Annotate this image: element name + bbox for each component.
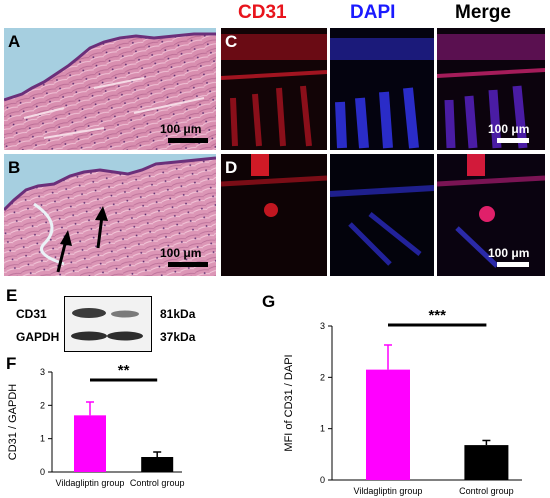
scalebar-c [497, 138, 529, 143]
fluor-merge-c [437, 28, 545, 150]
bar-chart-f: 0 1 2 3 CD31 / GAPDH Vildagliptin group Contro… [7, 362, 185, 488]
y-tick-label: 0 [40, 467, 45, 477]
y-tick-label: 1 [320, 424, 325, 434]
panel-label-d: D [225, 158, 238, 177]
scalebar-label-b: 100 μm [160, 246, 202, 260]
y-tick-label: 0 [320, 475, 325, 485]
wb-size-cd31: 81kDa [160, 307, 196, 321]
bar [464, 445, 509, 480]
y-tick-label: 3 [320, 321, 325, 331]
bar [141, 457, 174, 472]
scalebar-b [168, 262, 208, 267]
panel-label-f: F [6, 354, 17, 373]
western-blot-membrane [64, 296, 152, 352]
he-image-a [4, 28, 216, 150]
wb-size-gapdh: 37kDa [160, 330, 196, 344]
fluor-dapi-c [330, 28, 434, 150]
panel-label-c: C [225, 32, 238, 51]
wb-protein-gapdh: GAPDH [16, 330, 60, 344]
fluor-cd31-d [221, 154, 327, 276]
y-tick-label: 3 [40, 367, 45, 377]
x-tick-label: Control group [130, 478, 185, 488]
scalebar-d [497, 262, 529, 267]
fluor-cd31-c [221, 28, 327, 150]
x-tick-label: Vildagliptin group [354, 486, 423, 496]
significance-marker: *** [428, 307, 446, 324]
wb-protein-cd31: CD31 [16, 307, 47, 321]
x-tick-label: Control group [459, 486, 514, 496]
header-cd31: CD31 [238, 2, 287, 23]
he-image-b [4, 154, 216, 276]
header-dapi: DAPI [350, 2, 396, 23]
bar [74, 415, 106, 472]
fluor-merge-d [437, 154, 545, 276]
panel-label-g: G [262, 292, 276, 311]
y-axis-label: MFI of CD31 / DAPI [283, 354, 295, 451]
scalebar-label-c: 100 μm [488, 122, 530, 136]
y-tick-label: 2 [40, 400, 45, 410]
y-tick-label: 1 [40, 434, 45, 444]
bar [366, 369, 410, 480]
x-tick-label: Vildagliptin group [56, 478, 125, 488]
panel-label-e: E [6, 286, 18, 305]
y-axis-label: CD31 / GAPDH [7, 384, 19, 460]
fluor-dapi-d [330, 154, 434, 276]
bar-chart-g: 0 1 2 3 MFI of CD31 / DAPI Vildagliptin group… [283, 307, 522, 496]
scalebar-label-a: 100 μm [160, 122, 202, 136]
panel-label-a: A [8, 32, 21, 51]
scalebar-label-d: 100 μm [488, 246, 530, 260]
arrow-icons [56, 206, 108, 273]
significance-marker: ** [118, 362, 130, 379]
header-merge: Merge [455, 2, 511, 23]
panel-label-b: B [8, 158, 21, 177]
scalebar-a [168, 138, 208, 143]
y-tick-label: 2 [320, 372, 325, 382]
